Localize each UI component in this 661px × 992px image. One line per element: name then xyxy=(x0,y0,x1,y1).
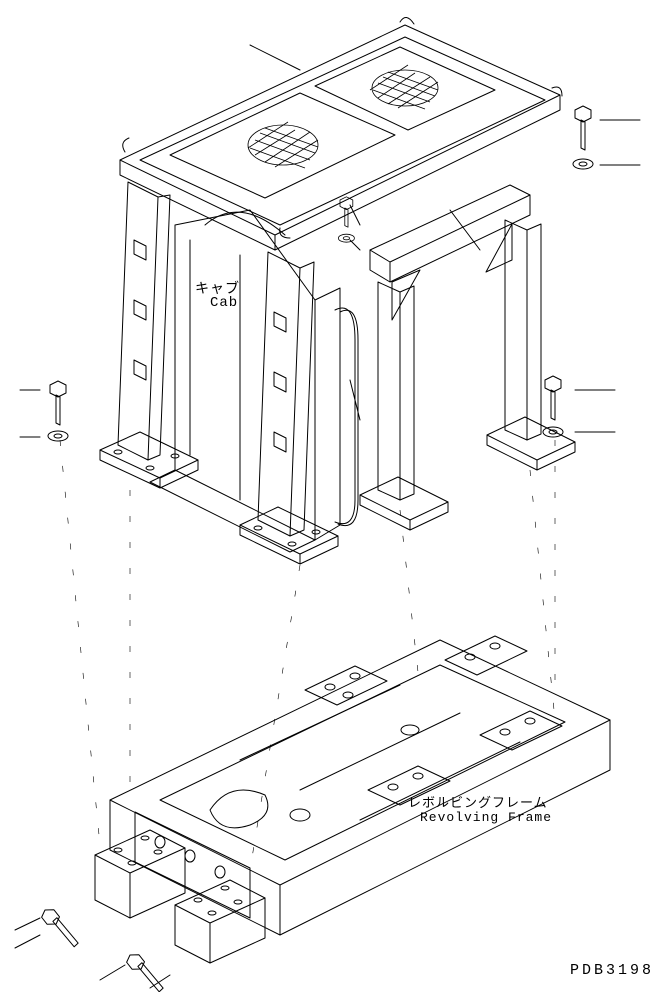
washer-icon xyxy=(573,159,593,169)
diagram-canvas xyxy=(0,0,661,992)
label-frame-en: Revolving Frame xyxy=(420,810,552,825)
bolt-icon xyxy=(121,951,171,992)
bolt-icon xyxy=(50,381,66,425)
head-guard-canopy xyxy=(120,17,562,250)
hatch-panel-left xyxy=(248,122,318,168)
label-cab-en: Cab xyxy=(210,295,238,311)
bolt-icon xyxy=(340,197,353,227)
mount-bracket-left xyxy=(95,830,185,918)
bolt-icon xyxy=(575,106,591,150)
washer-icon xyxy=(48,431,68,441)
hatch-panel-right xyxy=(370,65,438,109)
rear-leg-frame xyxy=(360,185,575,530)
image-id: PDB3198 xyxy=(570,962,654,979)
front-leg-pair xyxy=(100,182,338,564)
leader-lines xyxy=(15,45,640,988)
bolt-icon xyxy=(545,376,561,420)
grab-handle xyxy=(335,308,358,526)
fasteners xyxy=(36,106,593,992)
washer-icon xyxy=(543,427,563,437)
cab-outline xyxy=(150,210,340,552)
bolt-icon xyxy=(36,906,86,947)
washer-icon xyxy=(338,234,354,242)
mount-bracket-right xyxy=(175,880,265,963)
label-frame-jp: レボルビングフレーム xyxy=(408,792,548,811)
